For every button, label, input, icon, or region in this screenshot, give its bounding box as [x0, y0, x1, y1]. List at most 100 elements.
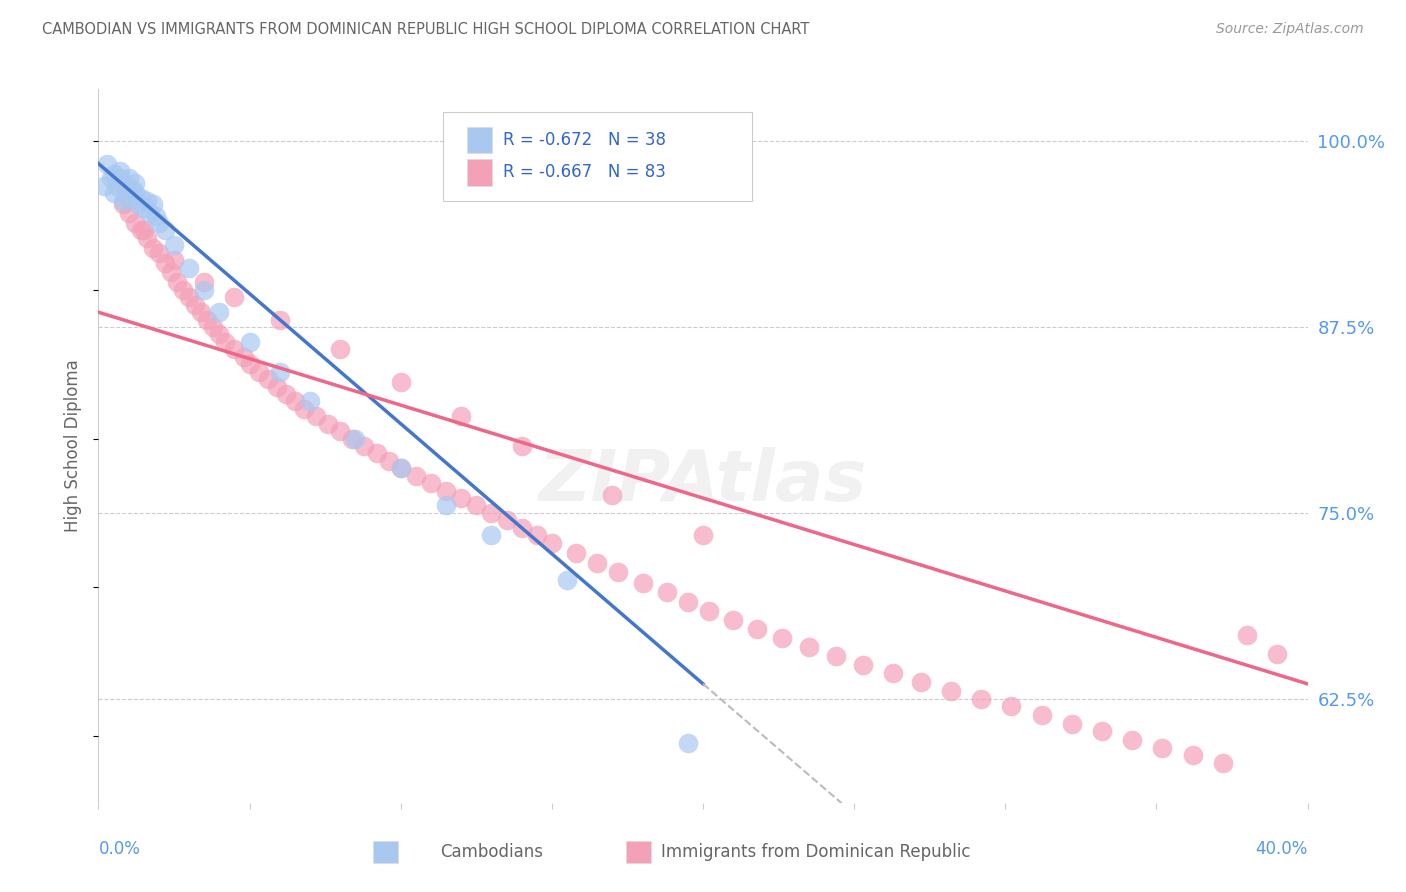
- Point: [607, 566, 630, 580]
- Point: [1267, 647, 1289, 661]
- Point: [434, 483, 457, 498]
- Point: [450, 409, 472, 424]
- Point: [145, 209, 167, 223]
- Point: [239, 357, 262, 371]
- Point: [124, 176, 146, 190]
- Point: [166, 276, 188, 290]
- Point: [266, 379, 288, 393]
- Point: [316, 417, 339, 431]
- Point: [1031, 708, 1053, 723]
- Point: [224, 343, 246, 357]
- Point: [495, 513, 517, 527]
- Text: 0.0%: 0.0%: [98, 840, 141, 858]
- Point: [747, 622, 769, 636]
- Point: [274, 387, 297, 401]
- Point: [163, 238, 186, 252]
- Point: [153, 256, 176, 270]
- Point: [342, 432, 364, 446]
- Point: [108, 164, 131, 178]
- Point: [329, 424, 352, 438]
- Point: [1121, 733, 1143, 747]
- Y-axis label: High School Diploma: High School Diploma: [65, 359, 83, 533]
- Point: [481, 528, 503, 542]
- Point: [179, 290, 201, 304]
- Point: [118, 191, 141, 205]
- Point: [389, 375, 412, 389]
- Point: [1091, 724, 1114, 739]
- Point: [353, 439, 375, 453]
- Point: [256, 372, 278, 386]
- Point: [118, 171, 141, 186]
- Point: [526, 528, 548, 542]
- Point: [108, 171, 131, 186]
- Point: [405, 468, 427, 483]
- Text: 40.0%: 40.0%: [1256, 840, 1308, 858]
- Point: [114, 182, 136, 196]
- Point: [366, 446, 388, 460]
- Point: [214, 334, 236, 349]
- Point: [139, 205, 162, 219]
- Point: [1212, 756, 1234, 770]
- Point: [184, 298, 207, 312]
- Point: [103, 167, 125, 181]
- Point: [882, 666, 904, 681]
- Point: [299, 394, 322, 409]
- Point: [510, 521, 533, 535]
- Text: Source: ZipAtlas.com: Source: ZipAtlas.com: [1216, 22, 1364, 37]
- Point: [111, 176, 134, 190]
- Point: [692, 528, 714, 542]
- Point: [118, 205, 141, 219]
- Point: [269, 365, 291, 379]
- Point: [305, 409, 328, 424]
- Point: [697, 604, 720, 618]
- Point: [129, 223, 152, 237]
- Point: [1152, 740, 1174, 755]
- Point: [148, 216, 170, 230]
- Point: [770, 631, 793, 645]
- Point: [602, 488, 624, 502]
- Point: [135, 231, 157, 245]
- Point: [124, 216, 146, 230]
- Point: [825, 648, 848, 663]
- Point: [193, 283, 215, 297]
- Point: [179, 260, 201, 275]
- Point: [96, 156, 118, 170]
- Point: [129, 191, 152, 205]
- Point: [93, 178, 115, 193]
- Text: R = -0.667   N = 83: R = -0.667 N = 83: [503, 163, 666, 181]
- Point: [565, 546, 588, 560]
- Point: [247, 365, 270, 379]
- Point: [450, 491, 472, 505]
- Point: [132, 223, 155, 237]
- Point: [420, 476, 443, 491]
- Point: [193, 276, 215, 290]
- Point: [124, 186, 146, 201]
- Point: [284, 394, 307, 409]
- Point: [103, 186, 125, 201]
- Point: [1000, 699, 1022, 714]
- Point: [676, 595, 699, 609]
- Point: [190, 305, 212, 319]
- Point: [389, 461, 412, 475]
- Point: [111, 194, 134, 208]
- Point: [135, 194, 157, 208]
- Point: [292, 401, 315, 416]
- Point: [586, 557, 609, 571]
- Point: [142, 196, 165, 211]
- Point: [160, 265, 183, 279]
- Point: [1060, 717, 1083, 731]
- Point: [344, 432, 367, 446]
- Point: [797, 640, 820, 654]
- Point: [655, 584, 678, 599]
- Point: [465, 499, 488, 513]
- Text: Cambodians: Cambodians: [440, 843, 544, 861]
- Point: [329, 343, 352, 357]
- Point: [239, 334, 262, 349]
- Point: [510, 439, 533, 453]
- Text: CAMBODIAN VS IMMIGRANTS FROM DOMINICAN REPUBLIC HIGH SCHOOL DIPLOMA CORRELATION : CAMBODIAN VS IMMIGRANTS FROM DOMINICAN R…: [42, 22, 810, 37]
- Point: [142, 241, 165, 255]
- Text: R = -0.672   N = 38: R = -0.672 N = 38: [503, 131, 666, 149]
- Point: [163, 253, 186, 268]
- Point: [1236, 628, 1258, 642]
- Point: [127, 196, 149, 211]
